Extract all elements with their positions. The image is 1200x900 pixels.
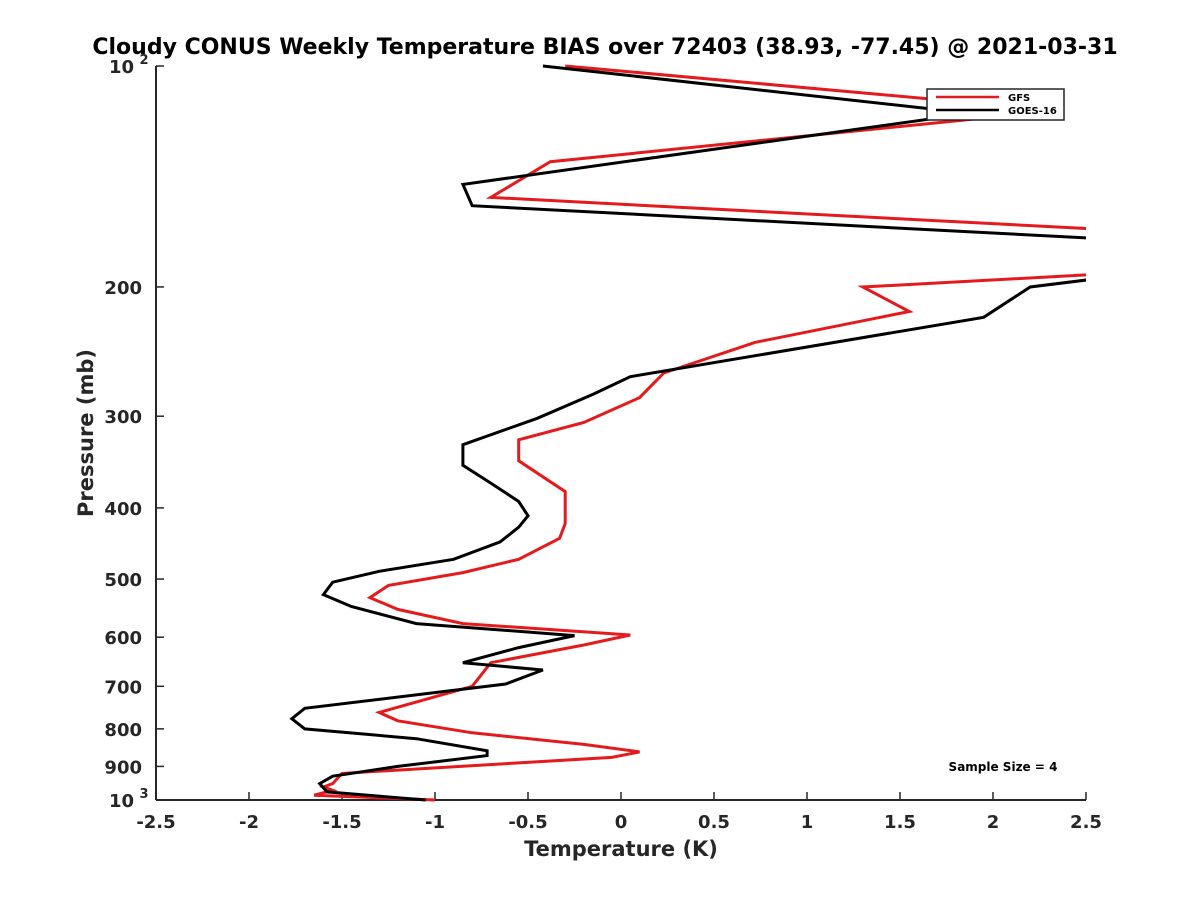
series-layer bbox=[289, 64, 1086, 802]
x-tick-label: 2.5 bbox=[1070, 812, 1102, 833]
y-tick-label: 900 bbox=[104, 757, 142, 778]
legend: GFS GOES-16 bbox=[926, 88, 1065, 121]
x-tick-label: 1.5 bbox=[884, 812, 916, 833]
x-axis-label: Temperature (K) bbox=[524, 837, 718, 861]
series-line-gfs bbox=[313, 64, 1086, 802]
y-tick-label: 200 bbox=[104, 278, 142, 299]
x-tick-label: -2.5 bbox=[136, 812, 175, 833]
x-tick-label: 1 bbox=[801, 812, 814, 833]
y-tick-label: 700 bbox=[104, 677, 142, 698]
series-line-goes-16 bbox=[289, 64, 1086, 802]
y-tick-label: 800 bbox=[104, 720, 142, 741]
legend-label-goes16: GOES-16 bbox=[1008, 106, 1057, 117]
legend-label-gfs: GFS bbox=[1008, 93, 1030, 104]
y-ticks: 10 2 200 300 400 500 600 700 800 900 10 3 bbox=[104, 53, 164, 812]
y-axis-label: Pressure (mb) bbox=[74, 349, 98, 517]
sample-size-annotation: Sample Size = 4 bbox=[949, 760, 1058, 774]
x-tick-label: 0.5 bbox=[698, 812, 730, 833]
y-tick-exponent: 3 bbox=[139, 787, 148, 802]
x-tick-label: 2 bbox=[987, 812, 1000, 833]
x-tick-label: -1.5 bbox=[322, 812, 361, 833]
y-tick-label: 10 bbox=[109, 57, 134, 78]
y-tick-label: 400 bbox=[104, 499, 142, 520]
legend-box bbox=[926, 88, 1065, 121]
y-tick-label: 10 bbox=[109, 791, 134, 812]
y-tick-label: 300 bbox=[104, 407, 142, 428]
y-tick-label: 500 bbox=[104, 570, 142, 591]
x-tick-label: -2 bbox=[239, 812, 259, 833]
y-tick-label: 600 bbox=[104, 628, 142, 649]
x-tick-label: 0 bbox=[615, 812, 628, 833]
x-ticks: -2.5 -2 -1.5 -1 -0.5 0 0.5 1 1.5 2 2.5 bbox=[136, 792, 1102, 833]
x-tick-label: -1 bbox=[425, 812, 445, 833]
x-tick-label: -0.5 bbox=[508, 812, 547, 833]
chart-title: Cloudy CONUS Weekly Temperature BIAS ove… bbox=[92, 35, 1117, 60]
y-tick-exponent: 2 bbox=[139, 53, 148, 68]
